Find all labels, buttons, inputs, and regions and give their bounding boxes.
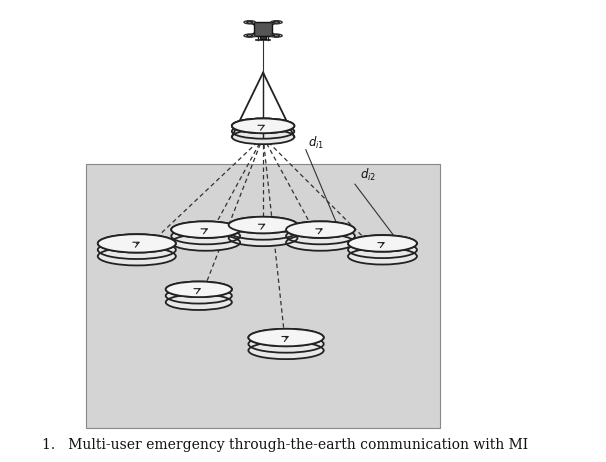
FancyBboxPatch shape xyxy=(260,36,266,39)
Ellipse shape xyxy=(232,118,295,133)
Polygon shape xyxy=(228,225,298,246)
Polygon shape xyxy=(165,289,232,310)
Ellipse shape xyxy=(348,235,417,252)
FancyBboxPatch shape xyxy=(255,22,271,36)
Ellipse shape xyxy=(286,221,355,238)
Ellipse shape xyxy=(247,34,253,37)
Polygon shape xyxy=(286,230,355,251)
Text: $d_{i2}$: $d_{i2}$ xyxy=(359,167,376,183)
Text: $d_{i1}$: $d_{i1}$ xyxy=(308,135,324,151)
Ellipse shape xyxy=(247,21,253,24)
Ellipse shape xyxy=(274,34,279,37)
Ellipse shape xyxy=(228,217,298,233)
Ellipse shape xyxy=(98,234,176,253)
Polygon shape xyxy=(232,126,295,144)
Polygon shape xyxy=(98,243,176,266)
FancyBboxPatch shape xyxy=(86,164,440,428)
Polygon shape xyxy=(348,243,417,265)
Ellipse shape xyxy=(165,281,232,297)
Polygon shape xyxy=(171,230,240,251)
Ellipse shape xyxy=(274,21,279,24)
Ellipse shape xyxy=(171,221,240,238)
Text: 1.   Multi-user emergency through-the-earth communication with MI: 1. Multi-user emergency through-the-eart… xyxy=(42,438,528,452)
Ellipse shape xyxy=(248,329,324,346)
Polygon shape xyxy=(248,338,324,359)
